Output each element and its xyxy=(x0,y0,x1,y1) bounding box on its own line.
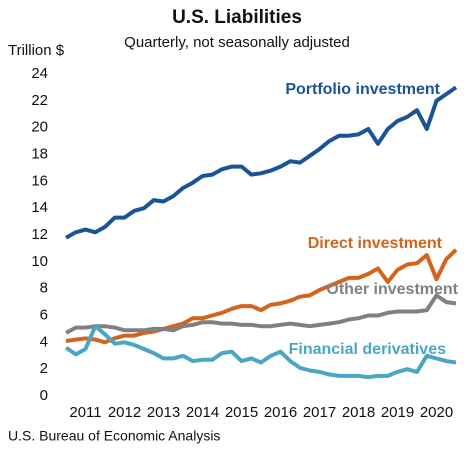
series-line xyxy=(65,85,458,240)
series-label: Other investment xyxy=(326,281,458,298)
y-tick-label: 18 xyxy=(31,145,48,162)
chart-title: U.S. Liabilities xyxy=(172,7,302,28)
y-tick-label: 0 xyxy=(40,387,48,404)
x-tick-label: 2013 xyxy=(147,404,180,421)
y-axis-label: Trillion $ xyxy=(8,42,65,59)
x-tick-label: 2019 xyxy=(381,404,414,421)
y-tick-label: 22 xyxy=(31,92,48,109)
series-line xyxy=(65,293,457,335)
y-tick-label: 4 xyxy=(40,333,48,350)
chart-subtitle: Quarterly, not seasonally adjusted xyxy=(124,34,350,51)
y-tick-label: 2 xyxy=(40,360,48,377)
x-tick-label: 2018 xyxy=(342,404,375,421)
x-tick-label: 2014 xyxy=(186,404,219,421)
x-tick-label: 2012 xyxy=(108,404,141,421)
y-tick-label: 20 xyxy=(31,119,48,136)
y-tick-label: 6 xyxy=(40,306,48,323)
series-label: Direct investment xyxy=(308,235,443,252)
source-note: U.S. Bureau of Economic Analysis xyxy=(8,428,220,444)
x-tick-label: 2011 xyxy=(69,404,101,421)
series-line xyxy=(64,324,457,380)
x-tick-label: 2017 xyxy=(303,404,336,421)
series-line xyxy=(65,248,458,345)
x-tick-label: 2016 xyxy=(264,404,297,421)
x-tick-label: 2020 xyxy=(420,404,453,421)
y-tick-label: 12 xyxy=(31,226,48,243)
series-label: Financial derivatives xyxy=(289,341,447,358)
series-label: Portfolio investment xyxy=(285,81,440,98)
y-tick-label: 8 xyxy=(40,280,48,297)
y-tick-label: 16 xyxy=(31,172,48,189)
y-tick-label: 24 xyxy=(31,65,48,82)
x-tick-label: 2015 xyxy=(225,404,258,421)
y-tick-label: 14 xyxy=(31,199,48,216)
y-tick-label: 10 xyxy=(31,253,48,270)
